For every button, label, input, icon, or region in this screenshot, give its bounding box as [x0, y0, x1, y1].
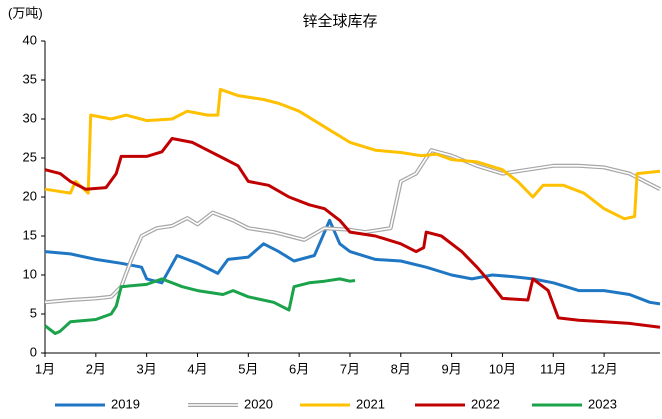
x-tick-label: 4月	[187, 361, 207, 376]
x-tick-label: 2月	[86, 361, 106, 376]
y-tick-label: 10	[23, 266, 37, 281]
legend-label: 2021	[356, 396, 385, 411]
chart-title: 锌全球库存	[302, 12, 377, 30]
y-tick-label: 20	[23, 188, 37, 203]
legend-label: 2023	[588, 396, 617, 411]
legend-label: 2022	[471, 396, 500, 411]
series-line	[44, 277, 356, 335]
series-line-inner	[44, 149, 661, 304]
x-tick-label: 3月	[137, 361, 157, 376]
y-tick-label: 25	[23, 149, 37, 164]
x-tick-label: 5月	[238, 361, 258, 376]
y-tick-label: 15	[23, 227, 37, 242]
y-axis-label: (万吨)	[8, 5, 43, 20]
legend-label: 2020	[244, 396, 273, 411]
y-tick-label: 30	[23, 110, 37, 125]
y-tick-label: 35	[23, 71, 37, 86]
series-line	[44, 218, 661, 306]
series-line	[44, 137, 661, 329]
legend-label: 2019	[111, 396, 140, 411]
series-line	[44, 87, 661, 221]
x-tick-label: 6月	[289, 361, 309, 376]
x-tick-label: 7月	[340, 361, 360, 376]
x-tick-label: 9月	[441, 361, 461, 376]
x-tick-label: 1月	[35, 361, 55, 376]
y-tick-label: 5	[30, 305, 37, 320]
x-tick-label: 8月	[391, 361, 411, 376]
x-tick-label: 11月	[540, 361, 567, 376]
x-tick-label: 12月	[590, 361, 617, 376]
x-tick-label: 10月	[489, 361, 516, 376]
y-tick-label: 0	[30, 344, 37, 359]
y-tick-label: 40	[23, 32, 37, 47]
